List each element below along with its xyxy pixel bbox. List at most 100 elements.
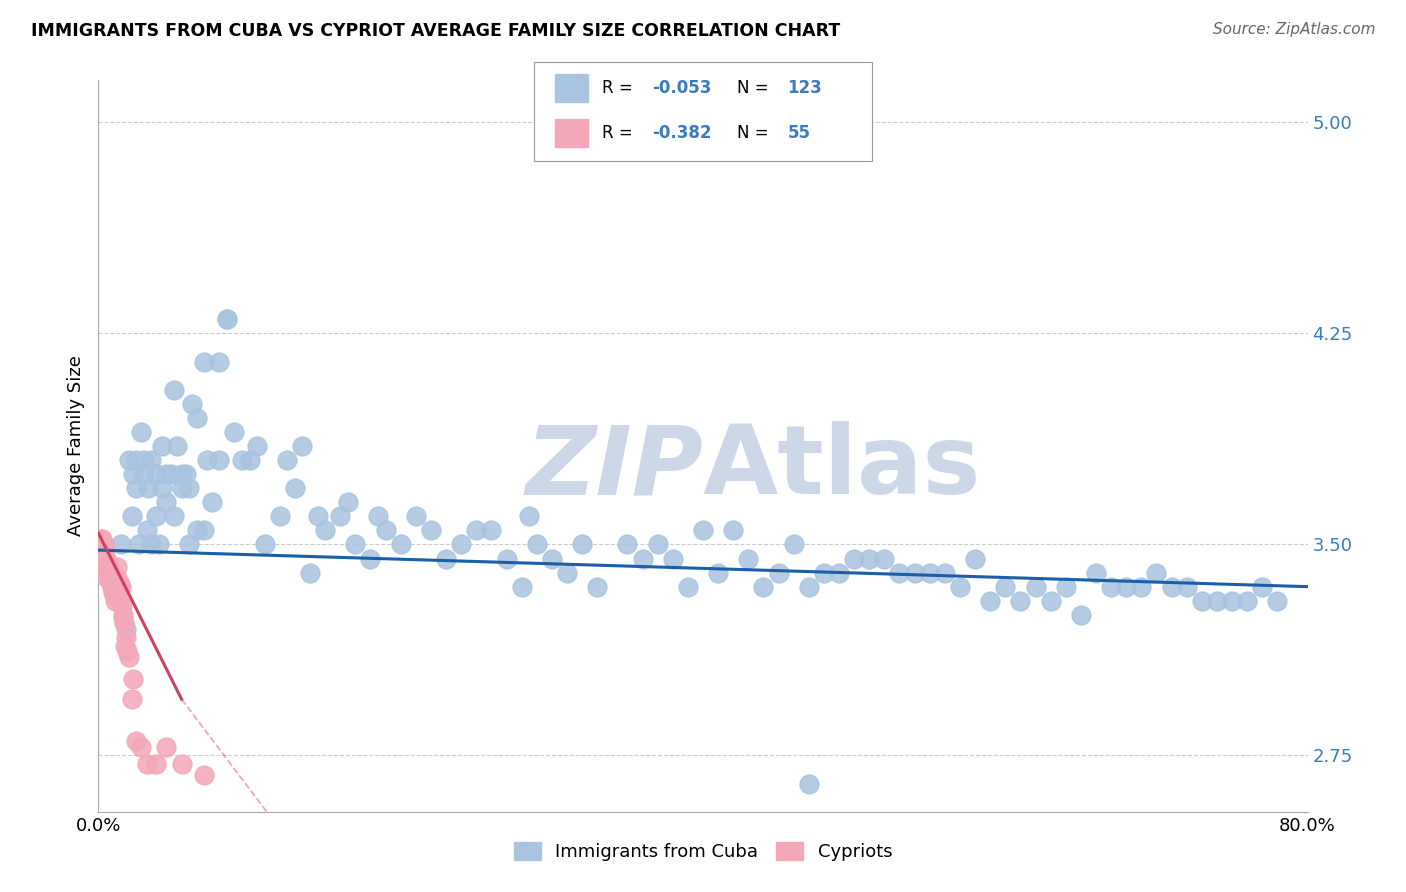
Point bbox=[208, 453, 231, 467]
Point bbox=[329, 509, 352, 524]
Point bbox=[135, 524, 157, 538]
Point bbox=[1099, 580, 1122, 594]
Point bbox=[94, 551, 117, 566]
Point bbox=[141, 537, 163, 551]
Point bbox=[181, 397, 204, 411]
Point bbox=[752, 580, 775, 594]
Point bbox=[101, 580, 124, 594]
Point bbox=[155, 495, 177, 509]
Point bbox=[208, 354, 231, 368]
Point bbox=[1160, 580, 1182, 594]
Point bbox=[344, 537, 367, 551]
Point bbox=[118, 453, 141, 467]
Point bbox=[465, 524, 488, 538]
Point bbox=[93, 537, 115, 551]
Point bbox=[112, 616, 135, 631]
Point bbox=[904, 566, 927, 580]
Point bbox=[115, 644, 138, 658]
Point bbox=[994, 580, 1017, 594]
Point bbox=[114, 639, 136, 653]
Point bbox=[768, 566, 790, 580]
Point bbox=[631, 551, 654, 566]
Point bbox=[481, 524, 503, 538]
Point bbox=[336, 495, 359, 509]
Point bbox=[129, 425, 152, 439]
Point bbox=[105, 560, 128, 574]
Bar bbox=[554, 120, 588, 147]
Point bbox=[269, 509, 291, 524]
Point bbox=[129, 739, 152, 754]
Point bbox=[201, 495, 224, 509]
Point bbox=[193, 354, 215, 368]
Text: -0.053: -0.053 bbox=[652, 79, 711, 97]
Point bbox=[586, 580, 609, 594]
Point bbox=[360, 551, 382, 566]
Point bbox=[1085, 566, 1108, 580]
Point bbox=[307, 509, 329, 524]
Point bbox=[110, 537, 132, 551]
Point bbox=[90, 546, 112, 560]
Point bbox=[125, 453, 148, 467]
Point bbox=[103, 588, 125, 602]
Point bbox=[979, 593, 1001, 607]
Point bbox=[136, 481, 159, 495]
Point bbox=[96, 554, 118, 568]
Point bbox=[105, 571, 128, 585]
Point bbox=[828, 566, 851, 580]
Point bbox=[98, 560, 121, 574]
Point bbox=[934, 566, 956, 580]
Point bbox=[101, 580, 124, 594]
Point bbox=[101, 585, 124, 599]
Point bbox=[104, 585, 127, 599]
Point bbox=[661, 551, 683, 566]
Point bbox=[170, 481, 193, 495]
Text: 123: 123 bbox=[787, 79, 823, 97]
Point bbox=[707, 566, 730, 580]
Point bbox=[616, 537, 638, 551]
Point bbox=[163, 509, 186, 524]
Point bbox=[797, 776, 820, 790]
Point bbox=[1115, 580, 1137, 594]
Point bbox=[374, 524, 396, 538]
Point bbox=[1146, 566, 1168, 580]
Point bbox=[93, 543, 115, 558]
Point bbox=[495, 551, 517, 566]
Point bbox=[1191, 593, 1213, 607]
Point bbox=[98, 566, 121, 580]
Point bbox=[125, 734, 148, 748]
Point bbox=[114, 622, 136, 636]
Point bbox=[100, 574, 122, 588]
Point bbox=[122, 673, 145, 687]
Point bbox=[299, 566, 322, 580]
Point bbox=[1236, 593, 1258, 607]
Point bbox=[163, 383, 186, 397]
Point bbox=[949, 580, 972, 594]
Point bbox=[121, 509, 143, 524]
Point bbox=[540, 551, 562, 566]
Point bbox=[96, 557, 118, 571]
Point bbox=[170, 756, 193, 771]
Point bbox=[94, 560, 117, 574]
Point bbox=[783, 537, 806, 551]
Point bbox=[100, 571, 122, 585]
Point bbox=[103, 580, 125, 594]
Point bbox=[844, 551, 866, 566]
Point bbox=[155, 467, 177, 482]
Point bbox=[135, 756, 157, 771]
Point bbox=[647, 537, 669, 551]
Point bbox=[170, 467, 193, 482]
Point bbox=[965, 551, 987, 566]
Point bbox=[889, 566, 911, 580]
Point bbox=[1054, 580, 1077, 594]
Point bbox=[91, 532, 114, 546]
Point bbox=[186, 524, 208, 538]
Point bbox=[91, 551, 114, 566]
Point bbox=[112, 610, 135, 624]
Point bbox=[873, 551, 896, 566]
Point bbox=[145, 467, 167, 482]
Point bbox=[186, 410, 208, 425]
Point bbox=[148, 537, 170, 551]
Point bbox=[90, 543, 112, 558]
Point bbox=[526, 537, 548, 551]
Point bbox=[676, 580, 699, 594]
